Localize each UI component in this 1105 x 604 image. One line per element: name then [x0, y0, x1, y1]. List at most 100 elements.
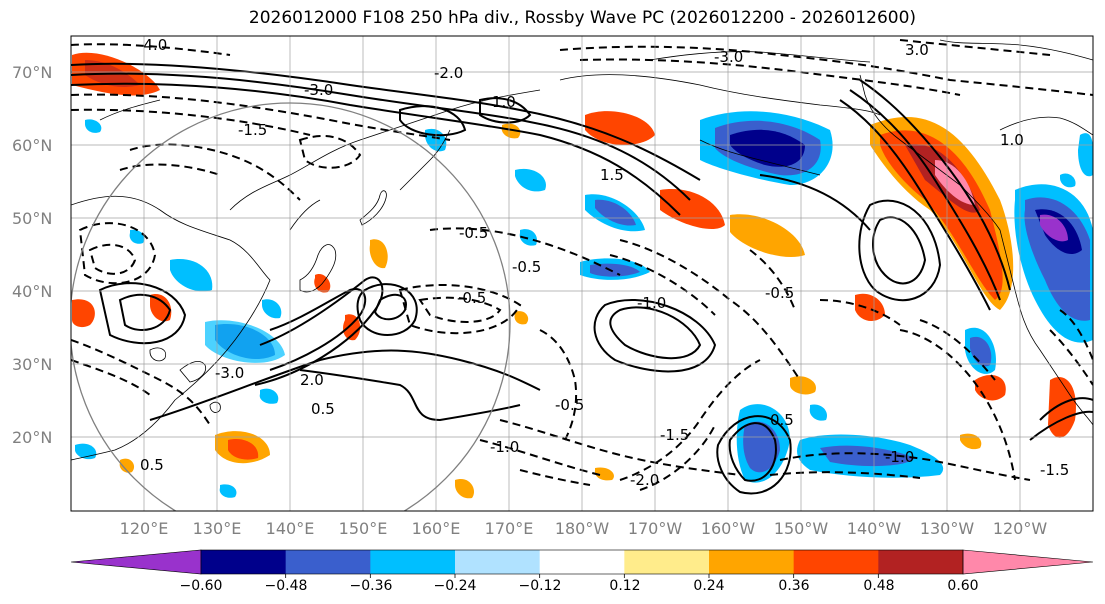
colorbar-tick-label: 0.60 — [947, 578, 978, 594]
map-frame — [70, 35, 1094, 512]
contour-label: 0.5 — [770, 411, 794, 429]
colorbar-outline — [200, 549, 964, 575]
contour-label: 0.5 — [311, 400, 335, 418]
lon-label: 130°W — [920, 519, 975, 538]
shade-negative — [1060, 173, 1076, 188]
map-title: 2026012000 F108 250 hPa div., Rossby Wav… — [248, 8, 917, 28]
shade-negative — [129, 229, 145, 244]
shade-negative — [262, 299, 282, 319]
lon-label: 170°E — [485, 519, 534, 538]
negative-contours — [71, 39, 1093, 491]
shade-negative — [1040, 214, 1068, 242]
contour-label: -1.5 — [238, 121, 267, 139]
colorbar-tick-label: 0.12 — [609, 578, 640, 594]
contour-label: -0.5 — [457, 289, 486, 307]
contour-label: -0.5 — [459, 224, 488, 242]
colorbar-tick-label: 0.36 — [778, 578, 809, 594]
colorbar-segment — [793, 550, 879, 574]
shade-negative — [259, 388, 279, 404]
contour-label: -1.5 — [1040, 461, 1069, 479]
lon-label: 150°W — [774, 519, 829, 538]
positive-contours — [71, 62, 1093, 495]
contour-label: 1.0 — [492, 93, 516, 111]
lon-label: 150°E — [339, 519, 388, 538]
shade-negative — [743, 421, 780, 473]
colorbar — [70, 549, 1094, 578]
shade-positive — [455, 479, 475, 499]
lon-label: 140°W — [847, 519, 902, 538]
colorbar-segment — [201, 550, 287, 574]
lon-label: 120°E — [120, 519, 169, 538]
shade-negative — [519, 229, 538, 246]
colorbar-segment — [962, 549, 1094, 575]
shade-negative — [730, 129, 805, 167]
lon-label: 130°E — [193, 519, 242, 538]
lon-label: 140°E — [266, 519, 315, 538]
colorbar-segment — [624, 550, 710, 574]
contour-label: -0.5 — [765, 284, 794, 302]
shade-positive — [935, 160, 975, 205]
contour-label: -1.0 — [490, 438, 519, 456]
colorbar-segment — [285, 550, 371, 574]
colorbar-segment — [539, 550, 625, 574]
lat-label: 40°N — [12, 282, 52, 301]
shade-positive — [880, 130, 1003, 300]
contour-label: 1.5 — [600, 166, 624, 184]
colorbar-segment — [709, 550, 795, 574]
colorbar-segment — [878, 550, 964, 574]
colorbar-segment — [370, 550, 456, 574]
shade-positive — [119, 458, 135, 473]
shade-positive — [855, 293, 885, 322]
lon-label: 170°W — [628, 519, 683, 538]
shade-positive — [790, 376, 816, 395]
shade-negative — [515, 168, 546, 192]
shade-positive — [594, 467, 615, 481]
colorbar-segment — [70, 549, 202, 575]
lat-label: 20°N — [12, 428, 52, 447]
lat-label: 70°N — [12, 63, 52, 82]
lat-label: 60°N — [12, 136, 52, 155]
colorbar-tick-label: −0.60 — [180, 578, 223, 594]
colorbar-tick-label: −0.36 — [350, 578, 393, 594]
contour-label: -1.0 — [637, 294, 666, 312]
colorbar-tick-label: −0.24 — [434, 578, 477, 594]
contour-label: -2.0 — [434, 64, 463, 82]
contour-label: -0.5 — [512, 258, 541, 276]
contour-label: -1.0 — [885, 448, 914, 466]
contour-label: 2.0 — [300, 371, 324, 389]
shade-positive — [501, 123, 521, 139]
lon-label: 160°W — [701, 519, 756, 538]
contour-label: -1.5 — [660, 426, 689, 444]
colorbar-tick-label: −0.48 — [265, 578, 308, 594]
colorbar-segment — [455, 550, 541, 574]
contour-label: -3.0 — [714, 48, 743, 66]
contour-labels: -4.0 -3.0 -3.0 3.0 -1.5 -2.0 -3.0 1.0 -0… — [138, 36, 1069, 489]
shade-positive — [660, 189, 725, 230]
lon-label: 120°W — [993, 519, 1048, 538]
shade-negative — [1078, 133, 1093, 177]
shade-positive — [150, 294, 172, 322]
shade-negative — [595, 199, 636, 226]
longitude-labels: 120°E 130°E 140°E 150°E 160°E 170°E 180°… — [120, 519, 1048, 538]
colorbar-tick-label: 0.24 — [693, 578, 724, 594]
shade-negative — [85, 119, 102, 133]
colorbar-tick-label: −0.12 — [519, 578, 562, 594]
shade-negative — [809, 404, 828, 421]
lat-label: 50°N — [12, 209, 52, 228]
shade-positive — [369, 239, 388, 269]
lon-label: 180°W — [555, 519, 610, 538]
colorbar-tick-label: 0.48 — [863, 578, 894, 594]
region-circle — [71, 102, 511, 511]
shade-positive — [228, 439, 259, 460]
contour-label: 0.5 — [140, 456, 164, 474]
shade-positive — [960, 433, 982, 450]
contour-label: -0.5 — [555, 396, 584, 414]
contour-label: -4.0 — [138, 36, 167, 54]
contour-label: -3.0 — [304, 81, 333, 99]
contour-label: 1.0 — [1000, 131, 1024, 149]
shade-positive — [514, 311, 529, 325]
shade-negative — [590, 263, 640, 277]
colorbar-labels: −0.60 −0.48 −0.36 −0.24 −0.12 0.12 0.24 … — [180, 578, 979, 594]
contour-label: 3.0 — [905, 41, 929, 59]
